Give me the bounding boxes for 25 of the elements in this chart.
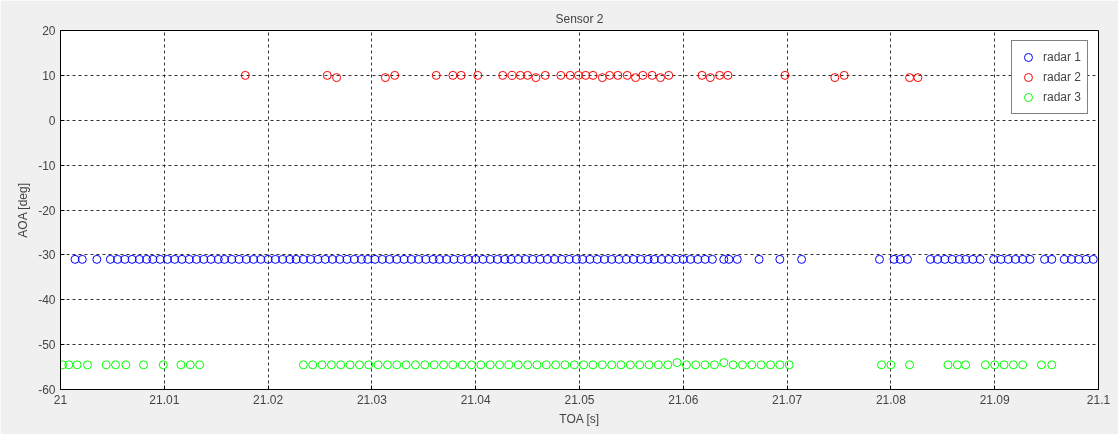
y-tick-label: 20 bbox=[42, 24, 56, 38]
y-tick-label: -30 bbox=[38, 248, 56, 263]
y-tick-label: -10 bbox=[38, 158, 56, 173]
x-tick-label: 21.03 bbox=[356, 392, 388, 407]
y-tick-label: -50 bbox=[38, 338, 56, 353]
x-tick-label: 21.04 bbox=[460, 392, 492, 407]
x-tick-label: 21.02 bbox=[253, 392, 284, 407]
x-tick-label: 21.08 bbox=[875, 392, 907, 407]
x-tick-label: 21.09 bbox=[979, 392, 1011, 407]
y-axis-title: AOA [deg] bbox=[16, 182, 31, 238]
y-tick-label: -40 bbox=[38, 293, 56, 308]
chart-title: Sensor 2 bbox=[555, 11, 604, 26]
y-tick-label: -20 bbox=[38, 203, 56, 218]
legend-label: radar 2 bbox=[1042, 70, 1081, 84]
x-axis-title: TOA [s] bbox=[559, 411, 600, 426]
x-tick-label: 21.07 bbox=[772, 392, 803, 407]
x-tick-label: 21.06 bbox=[668, 392, 699, 407]
y-tick-label: 0 bbox=[48, 113, 56, 128]
x-tick-label: 21.05 bbox=[564, 392, 595, 407]
legend-label: radar 1 bbox=[1042, 50, 1081, 64]
x-tick-label: 21.01 bbox=[149, 392, 180, 407]
y-tick-label: 10 bbox=[42, 68, 56, 83]
y-tick-label: -60 bbox=[38, 383, 56, 397]
x-tick-label: 21.1 bbox=[1086, 392, 1111, 407]
legend-label: radar 3 bbox=[1042, 90, 1081, 104]
